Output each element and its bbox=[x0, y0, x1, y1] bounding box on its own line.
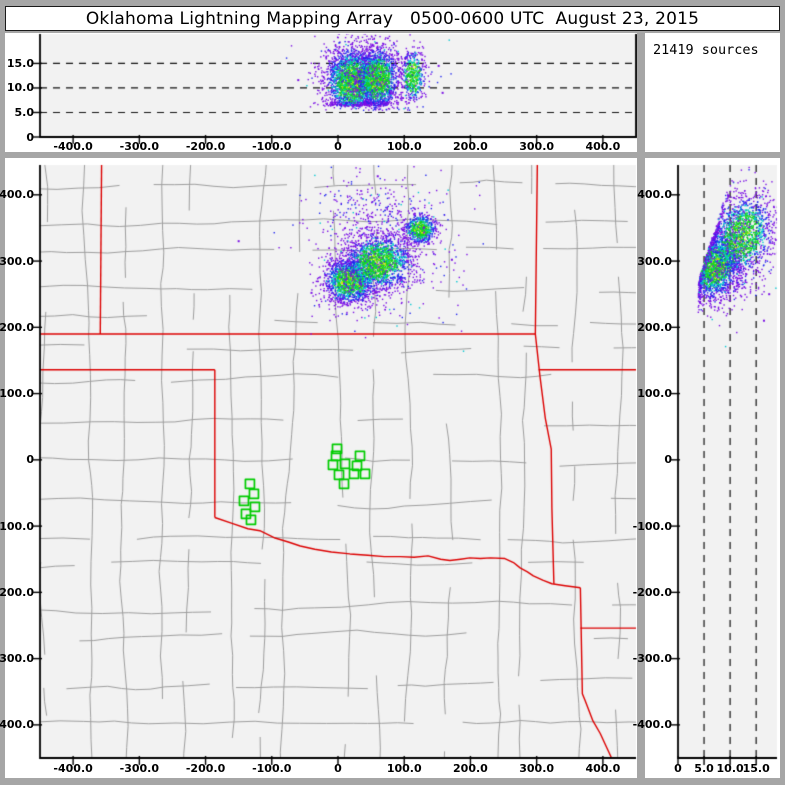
ew-altitude-canvas[interactable] bbox=[5, 33, 637, 152]
source-count-panel: 21419 sources bbox=[645, 33, 780, 152]
plan-view-map-panel: -400.0 -300.0 -200.0 -100.0 0 100.0 200.0 300.0… bbox=[0, 158, 637, 778]
title-bar: Oklahoma Lightning Mapping Array 0500-06… bbox=[5, 6, 780, 31]
plan-view-map-canvas[interactable] bbox=[5, 158, 637, 778]
source-count-label: 21419 sources bbox=[653, 42, 759, 58]
page-title: Oklahoma Lightning Mapping Array 0500-06… bbox=[85, 8, 700, 29]
ns-altitude-panel: 0 5.0 10.0 15.0 400.0 300.0 200.0 100.0 0 -100.0-… bbox=[633, 158, 780, 778]
ns-altitude-canvas[interactable] bbox=[645, 158, 780, 778]
ew-altitude-panel: -400.0 -300.0 -200.0 -100.0 0 100.0 200.0 300.0… bbox=[5, 33, 637, 153]
